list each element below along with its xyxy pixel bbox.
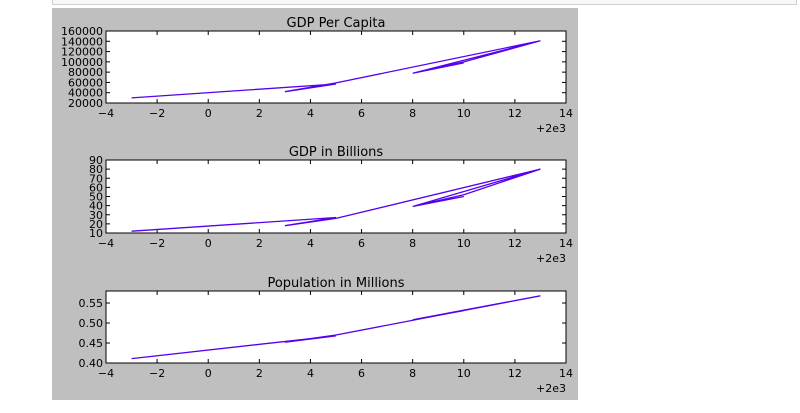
y-tick-label: 120000 (61, 46, 103, 59)
x-tick-label: 4 (307, 107, 314, 120)
x-tick-label: 4 (307, 237, 314, 250)
y-tick-label: 0.50 (79, 317, 104, 330)
y-tick-label: 20000 (68, 97, 103, 110)
notebook-cell-border (52, 0, 797, 5)
y-tick-label: 50 (89, 191, 103, 204)
x-tick-label: 6 (358, 237, 365, 250)
y-tick-label: 30 (89, 209, 103, 222)
figure-background: GDP Per Capita +2e3 −4 −2 0 2 4 6 8 10 12 14 20000 40… (52, 8, 578, 400)
y-tick-label: 0.55 (79, 297, 104, 310)
plot-area (105, 30, 567, 104)
x-tick-label: 12 (508, 367, 522, 380)
x-tick-label: 0 (205, 237, 212, 250)
chart-title: Population in Millions (267, 276, 404, 291)
chart-canvas: GDP Per Capita+2e3−4 −2 0 2 4 6 8 10 12 142000040… (61, 16, 574, 395)
chart-title: GDP in Billions (289, 145, 384, 160)
x-tick-label: −2 (149, 367, 165, 380)
x-tick-label: 0 (205, 367, 212, 380)
x-tick-label: −2 (149, 107, 165, 120)
x-tick-label: 14 (559, 237, 573, 250)
x-tick-label: 8 (409, 367, 416, 380)
chart-title: GDP Per Capita (287, 16, 386, 31)
y-tick-label: 60000 (68, 76, 103, 89)
x-tick-label: 4 (307, 367, 314, 380)
x-tick-label: −2 (149, 237, 165, 250)
x-tick-label: −4 (98, 367, 114, 380)
y-tick-label: 0.40 (79, 357, 104, 370)
x-tick-label: 14 (559, 367, 573, 380)
y-tick-label: 90 (89, 154, 103, 167)
x-tick-label: −4 (98, 237, 114, 250)
subplot-gdp-per-capita: GDP Per Capita +2e3 −4 −2 0 2 4 6 8 10 12 14 2000040… (61, 16, 573, 135)
x-tick-label: 2 (256, 107, 263, 120)
y-tick-label: 40 (89, 200, 103, 213)
x-tick-label: 6 (358, 107, 365, 120)
y-tick-label: 70 (89, 172, 103, 185)
x-offset-label: +2e3 (536, 382, 566, 395)
x-offset-label: +2e3 (536, 122, 566, 135)
x-tick-label: 10 (457, 367, 471, 380)
x-tick-label: −4 (98, 107, 114, 120)
y-tick-label: 0.45 (79, 337, 104, 350)
y-tick-label: 100000 (61, 56, 103, 69)
plot-area (105, 290, 567, 364)
y-tick-label: 20 (89, 218, 103, 231)
y-tick-label: 40000 (68, 87, 103, 100)
x-tick-label: 10 (457, 107, 471, 120)
x-tick-label: 8 (409, 107, 416, 120)
y-tick-label: 60 (89, 181, 103, 194)
series-line (131, 40, 541, 99)
y-tick-label: 10 (89, 227, 103, 240)
series-line (131, 295, 541, 360)
subplot-gdp-billions: GDP in Billions+2e3−4 −2 0 2 4 6 8 10 12 14102030… (89, 145, 573, 265)
plot-area (105, 159, 567, 234)
x-tick-label: 12 (508, 107, 522, 120)
x-tick-label: 12 (508, 237, 522, 250)
x-tick-label: 2 (256, 367, 263, 380)
x-tick-label: 14 (559, 107, 573, 120)
y-tick-label: 80 (89, 163, 103, 176)
x-offset-label: +2e3 (536, 252, 566, 265)
x-tick-label: 2 (256, 237, 263, 250)
y-tick-label: 160000 (61, 25, 103, 38)
y-tick-label: 140000 (61, 35, 103, 48)
x-tick-label: 6 (358, 367, 365, 380)
x-tick-label: 0 (205, 107, 212, 120)
y-tick-label: 80000 (68, 66, 103, 79)
series-line (131, 168, 541, 232)
subplot-population: Population in Millions +2e3 −4 −2 0 2 4 6 8 10 12 1… (79, 276, 574, 395)
x-tick-label: 8 (409, 237, 416, 250)
x-tick-label: 10 (457, 237, 471, 250)
